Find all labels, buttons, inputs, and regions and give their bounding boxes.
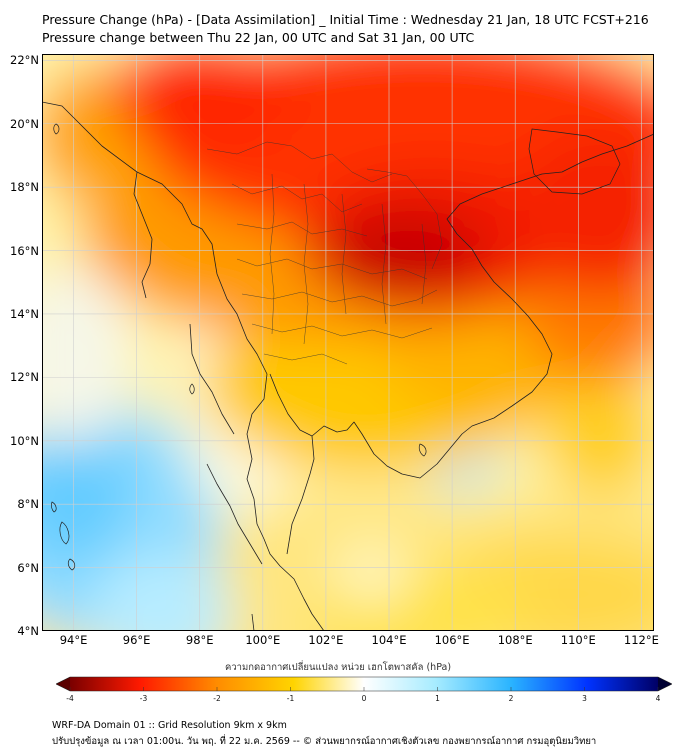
lon-label: 104°E — [371, 633, 407, 647]
lat-label: 12°N — [10, 370, 39, 385]
pressure-change-map — [42, 54, 654, 631]
footer-model-info: WRF-DA Domain 01 :: Grid Resolution 9km … — [52, 720, 287, 731]
lat-label: 6°N — [17, 560, 39, 575]
lat-label: 22°N — [10, 53, 39, 68]
coastline-borders — [42, 101, 654, 631]
lon-label: 100°E — [245, 633, 281, 647]
lon-label: 96°E — [122, 633, 151, 647]
lat-label: 8°N — [17, 497, 39, 512]
colorbar-tick-label: 1 — [435, 694, 440, 703]
graticule-grid — [42, 54, 654, 631]
colorbar-min-extend-arrow — [56, 677, 70, 691]
colorbar-tick-label: -4 — [66, 694, 74, 703]
lon-label: 94°E — [59, 633, 88, 647]
lat-label: 18°N — [10, 180, 39, 195]
lat-label: 14°N — [10, 306, 39, 321]
colorbar-title: ความกดอากาศเปลี่ยนแปลง หน่วย เฮกโตพาสคัล… — [224, 662, 452, 673]
lat-label: 16°N — [10, 243, 39, 258]
colorbar-tick-label: -2 — [213, 694, 221, 703]
colorbar-tick-label: 4 — [655, 694, 661, 703]
lat-label: 20°N — [10, 116, 39, 131]
lon-label: 110°E — [560, 633, 596, 647]
colorbar-tick-label: 2 — [508, 694, 514, 703]
colorbar-tick-label: 3 — [582, 694, 587, 703]
lon-label: 108°E — [497, 633, 533, 647]
lon-label: 112°E — [623, 633, 659, 647]
colorbar-tick-label: -3 — [139, 694, 148, 703]
colorbar-tick-label: -1 — [286, 694, 295, 703]
lon-label: 106°E — [434, 633, 470, 647]
footer-update-info: ปรับปรุงข้อมูล ณ เวลา 01:00น. วัน พฤ. ที… — [52, 736, 597, 747]
lat-label: 10°N — [10, 433, 39, 448]
pressure-field — [42, 54, 654, 631]
province-borders — [206, 141, 443, 365]
lon-label: 102°E — [308, 633, 344, 647]
islands — [51, 123, 621, 571]
lon-label: 98°E — [185, 633, 214, 647]
lat-label: 4°N — [17, 624, 39, 638]
map-title: Pressure Change (hPa) - [Data Assimilati… — [42, 12, 649, 27]
colorbar-max-extend-arrow — [658, 677, 672, 691]
map-subtitle: Pressure change between Thu 22 Jan, 00 U… — [42, 30, 475, 45]
colorbar-tick-label: 0 — [361, 694, 367, 703]
colorbar — [56, 676, 672, 692]
